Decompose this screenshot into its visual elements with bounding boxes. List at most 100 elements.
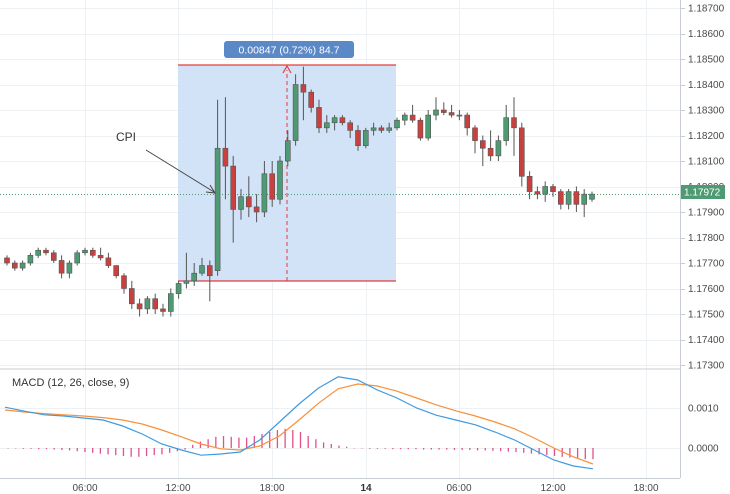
candle[interactable] (50, 250, 57, 263)
cpi-annotation[interactable]: CPI (116, 130, 216, 194)
candle-body (425, 114, 432, 139)
candle[interactable] (518, 122, 525, 187)
candle[interactable] (409, 104, 416, 123)
candle[interactable] (105, 252, 112, 269)
candle-body (19, 262, 26, 269)
candle[interactable] (160, 303, 166, 317)
candle[interactable] (12, 260, 18, 271)
candle[interactable] (277, 155, 283, 205)
candle[interactable] (230, 155, 236, 243)
candle[interactable] (339, 115, 346, 126)
candle[interactable] (214, 99, 221, 276)
candle[interactable] (526, 171, 533, 200)
candle[interactable] (370, 122, 377, 136)
measure-tool[interactable] (178, 64, 396, 282)
candle[interactable] (323, 115, 330, 133)
candle[interactable] (113, 265, 119, 279)
candle[interactable] (199, 257, 205, 276)
candle-body (487, 147, 494, 157)
candle[interactable] (573, 186, 580, 213)
candle[interactable] (19, 260, 26, 271)
price-axis-label: 1.18200 (688, 131, 725, 142)
price-axis[interactable]: 1.18700 1.18600 1.18500 1.18400 1.18300 1.182… (680, 0, 726, 478)
candle[interactable] (284, 130, 291, 167)
candle[interactable] (43, 247, 49, 256)
macd-pane[interactable]: MACD (12, 26, close, 9) (0, 368, 680, 470)
candle[interactable] (222, 97, 229, 200)
candle[interactable] (401, 112, 408, 126)
candle[interactable] (175, 280, 182, 299)
price-axis-label: 1.18700 (688, 4, 725, 15)
cpi-annotation-text[interactable]: CPI (116, 130, 136, 144)
candle[interactable] (191, 263, 197, 286)
candle-body (308, 91, 315, 108)
macd-line (4, 376, 594, 470)
candle[interactable] (97, 247, 104, 261)
candle[interactable] (331, 115, 338, 131)
candle[interactable] (479, 135, 486, 167)
measure-label: 0.00847 (0.72%) 84.7 (224, 41, 354, 58)
candle[interactable] (82, 247, 88, 256)
candle[interactable] (253, 194, 260, 223)
candle[interactable] (168, 288, 174, 317)
candle-body (316, 107, 322, 129)
candle-body (113, 265, 119, 277)
candle[interactable] (378, 125, 385, 133)
candle[interactable] (456, 110, 463, 121)
candle[interactable] (207, 260, 213, 302)
candle[interactable] (4, 255, 10, 266)
candle[interactable] (534, 186, 541, 200)
candle[interactable] (121, 273, 127, 294)
candle[interactable] (362, 127, 369, 149)
candle[interactable] (448, 104, 455, 118)
candle[interactable] (129, 280, 135, 309)
candle[interactable] (136, 298, 143, 317)
candle[interactable] (152, 293, 158, 314)
candle[interactable] (261, 161, 268, 218)
candle[interactable] (66, 260, 73, 279)
candle[interactable] (316, 99, 322, 133)
candle[interactable] (74, 250, 80, 266)
candle[interactable] (183, 252, 190, 289)
candlestick-series[interactable] (4, 66, 595, 317)
candle[interactable] (581, 189, 588, 218)
candle[interactable] (511, 97, 517, 156)
candle[interactable] (35, 247, 42, 258)
candle[interactable] (347, 120, 354, 139)
candle-body (292, 84, 299, 141)
candle[interactable] (503, 104, 510, 146)
candle[interactable] (355, 125, 361, 151)
price-axis-label: 1.18500 (688, 55, 725, 66)
candle[interactable] (386, 122, 393, 133)
candle[interactable] (565, 189, 572, 210)
candle[interactable] (589, 191, 595, 202)
candle[interactable] (394, 117, 400, 131)
candle[interactable] (472, 125, 478, 154)
candle[interactable] (495, 135, 502, 162)
candle[interactable] (542, 181, 549, 202)
candle[interactable] (58, 255, 65, 279)
time-axis[interactable]: 06:00 12:00 18:00 14 06:00 12:00 18:00 (0, 478, 680, 494)
candle[interactable] (269, 161, 276, 207)
candle[interactable] (90, 247, 96, 258)
candle[interactable] (238, 189, 244, 220)
candle[interactable] (144, 296, 151, 314)
candle-body (43, 249, 49, 254)
candle[interactable] (464, 112, 471, 136)
time-axis-label: 12:00 (540, 483, 565, 494)
candle[interactable] (550, 183, 556, 197)
candle[interactable] (433, 97, 439, 121)
candle[interactable] (440, 102, 447, 116)
candle[interactable] (308, 89, 315, 113)
candle[interactable] (27, 252, 34, 266)
candle[interactable] (300, 66, 307, 121)
time-axis-label: 06:00 (72, 483, 97, 494)
candle[interactable] (557, 189, 564, 210)
candle[interactable] (292, 74, 299, 146)
candle-body (12, 262, 18, 269)
candle[interactable] (425, 110, 432, 141)
candle[interactable] (246, 176, 252, 218)
candle[interactable] (417, 117, 424, 141)
candle[interactable] (487, 130, 494, 161)
